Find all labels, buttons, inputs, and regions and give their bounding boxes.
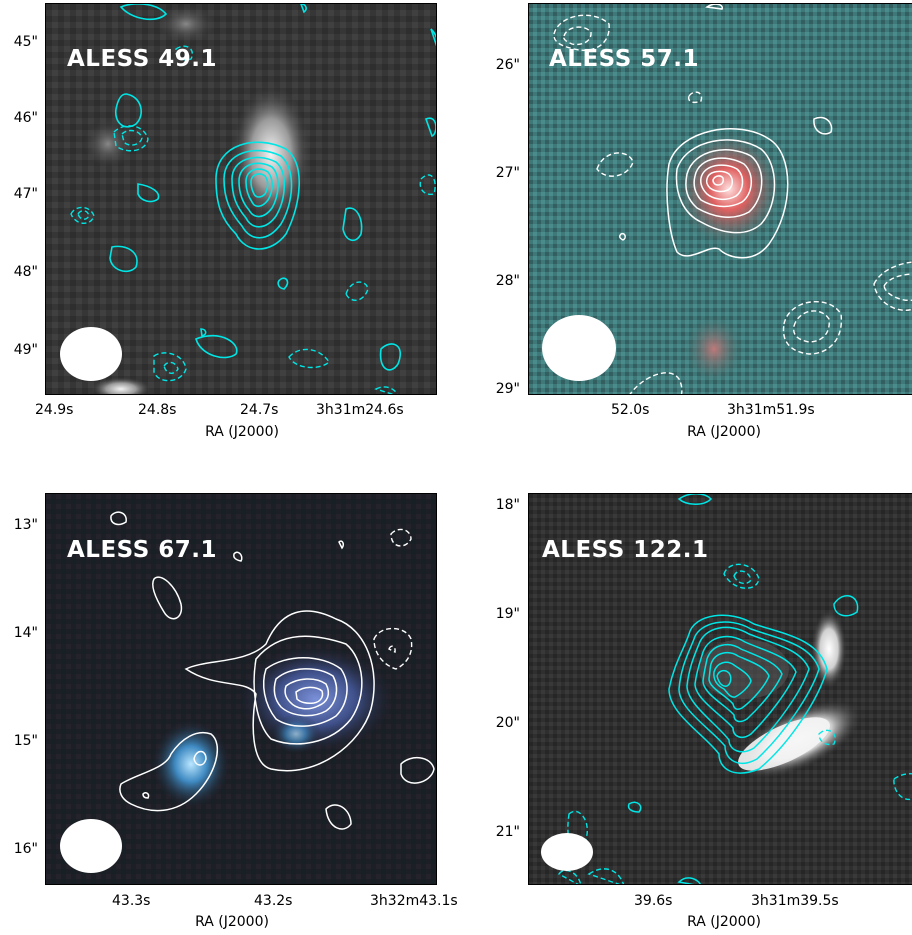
dec-tick: 46" [13,110,38,126]
beam-ellipse [60,819,122,873]
x-axis-label: RA (J2000) [687,424,761,440]
panel-title-aless-67-1: ALESS 67.1 [67,537,218,563]
beam-ellipse [542,315,616,381]
dec-tick: 48" [13,264,38,280]
dec-tick: 49" [13,342,38,358]
dec-tick: 14" [13,625,38,641]
beam-ellipse [541,833,593,871]
ra-tick: 24.9s [35,402,74,418]
ra-tick: 43.3s [112,893,151,909]
dec-tick: 28" [495,273,520,289]
ra-tick: 24.7s [240,402,279,418]
ra-tick: 3h31m24.6s [316,402,404,418]
x-axis-label: RA (J2000) [205,424,279,440]
panel-aless-57-1-image [528,3,912,395]
dec-tick: 20" [495,715,520,731]
dec-tick: 16" [13,841,38,857]
dec-tick: 47" [13,186,38,202]
dec-tick: 29" [495,381,520,397]
ra-tick: 3h31m39.5s [751,893,839,909]
panel-aless-49-1-image [45,3,437,395]
panel-title-aless-122-1: ALESS 122.1 [542,537,709,563]
dec-tick: 15" [13,733,38,749]
x-axis-label: RA (J2000) [687,914,761,930]
ra-tick: 3h32m43.1s [370,893,458,909]
ra-tick: 52.0s [611,402,650,418]
dec-tick: 27" [495,165,520,181]
ra-tick: 3h31m51.9s [727,402,815,418]
dec-tick: 13" [13,517,38,533]
ra-tick: 43.2s [254,893,293,909]
dec-tick: 21" [495,824,520,840]
panel-aless-122-1-image [528,493,912,885]
ra-tick: 39.6s [634,893,673,909]
dec-tick: 18" [495,497,520,513]
dec-tick: 45" [13,34,38,50]
dec-tick: 19" [495,606,520,622]
panel-title-aless-57-1: ALESS 57.1 [549,46,700,72]
dec-tick: 26" [495,57,520,73]
panel-aless-67-1-image [45,493,437,885]
contours-49-1 [109,4,436,371]
x-axis-label: RA (J2000) [195,914,269,930]
beam-ellipse [60,327,122,381]
panel-title-aless-49-1: ALESS 49.1 [67,46,218,72]
ra-tick: 24.8s [138,402,177,418]
